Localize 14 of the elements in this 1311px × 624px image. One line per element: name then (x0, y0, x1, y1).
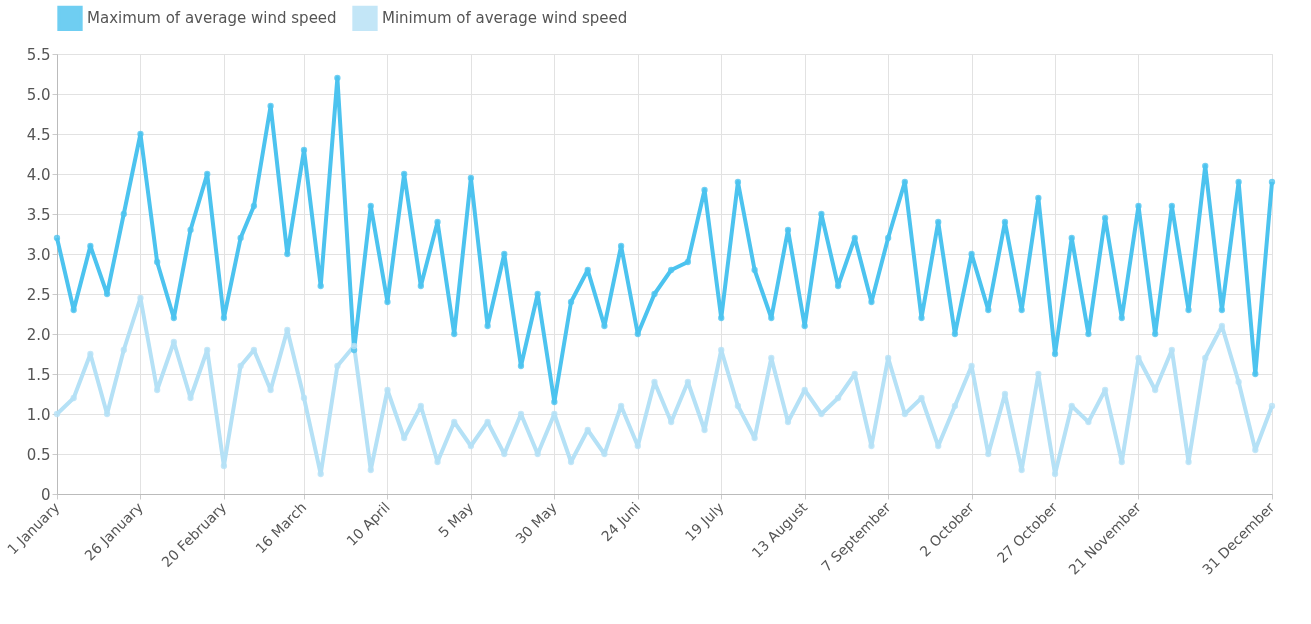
y-tick-label: 1.0 (26, 405, 51, 424)
legend-label: Minimum of average wind speed (382, 9, 628, 28)
y-tick-label: 2.5 (26, 285, 51, 304)
y-tick-label: 0 (40, 485, 51, 504)
y-tick-label: 2.0 (26, 325, 51, 344)
y-tick-label: 0.5 (26, 445, 51, 464)
y-tick-label: 5.5 (26, 45, 51, 64)
y-tick-label: 4.0 (26, 165, 51, 184)
y-tick-label: 3.5 (26, 205, 51, 224)
legend-label: Maximum of average wind speed (87, 9, 337, 28)
y-tick-label: 1.5 (26, 365, 51, 384)
y-tick-label: 3.0 (26, 245, 51, 264)
y-tick-label: 5.0 (26, 85, 51, 104)
y-tick-label: 4.5 (26, 125, 51, 144)
